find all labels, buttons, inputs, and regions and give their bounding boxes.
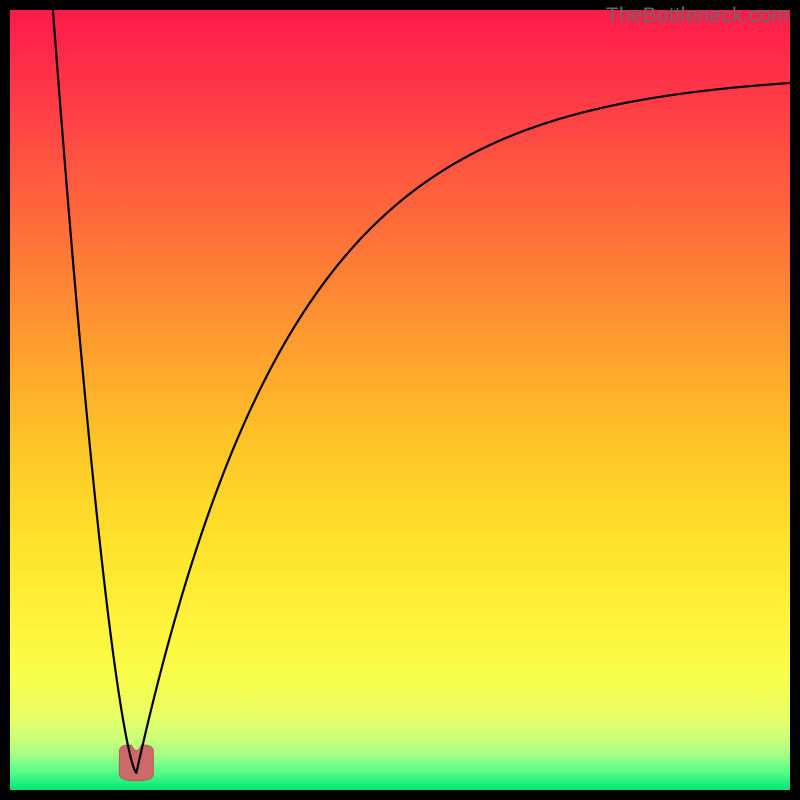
minimum-marker [119,745,153,781]
watermark-text: TheBottleneck.com [606,4,789,28]
plot-area [10,10,790,790]
gradient-background [10,10,790,790]
chart-svg [10,10,790,790]
chart-stage: TheBottleneck.com [0,0,800,800]
